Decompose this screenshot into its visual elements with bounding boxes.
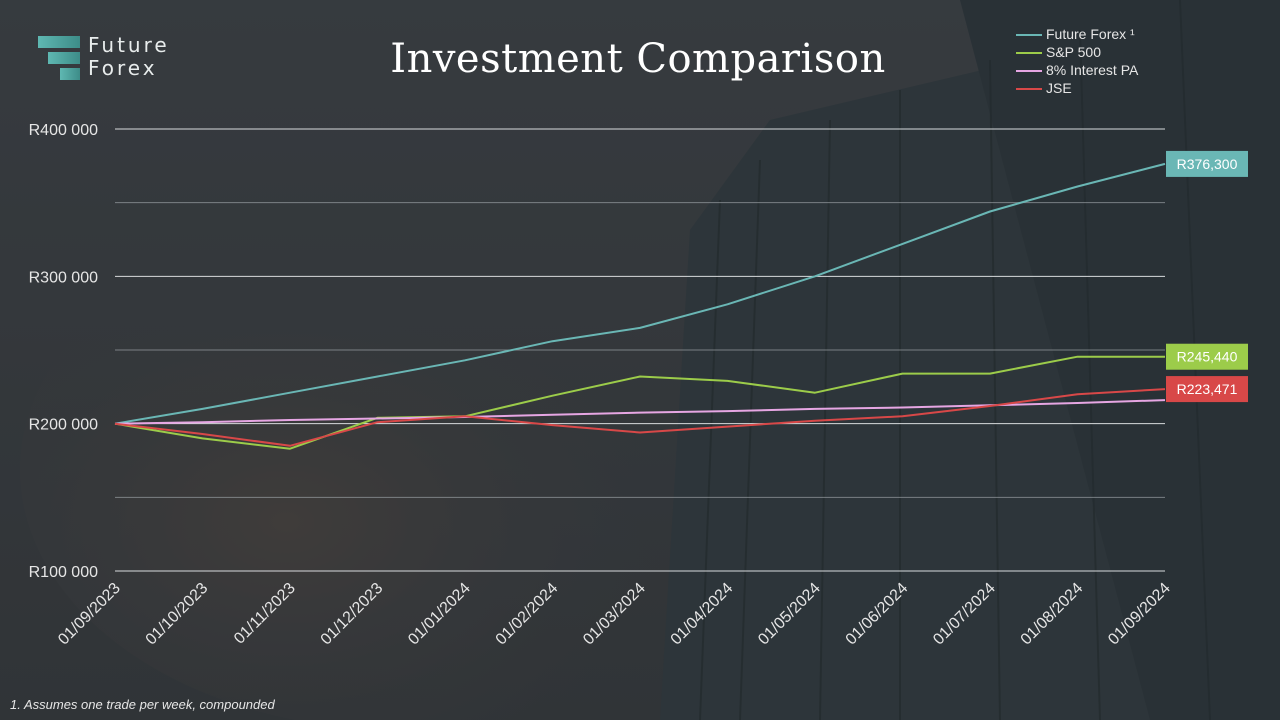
x-tick-label: 01/02/2024 [493,580,562,649]
x-tick-label: 01/01/2024 [405,580,474,649]
logo-text-line2: Forex [88,56,158,80]
y-tick-label: R300 000 [29,269,98,286]
legend-label: JSE [1046,80,1072,96]
end-value-label: R223,471 [1177,381,1238,397]
y-tick-label: R200 000 [29,417,98,434]
x-tick-label: 01/07/2024 [930,580,999,649]
x-tick-label: 01/03/2024 [580,580,649,649]
footnote: 1. Assumes one trade per week, compounde… [10,697,275,712]
legend-swatch [1016,34,1042,36]
legend-label: 8% Interest PA [1046,62,1139,78]
logo-text-line1: Future [88,33,170,57]
x-tick-label: 01/09/2023 [55,580,124,649]
end-label-box-1 [1166,343,1248,370]
x-tick-label: 01/08/2024 [1018,580,1087,649]
x-tick-label: 01/06/2024 [843,580,912,649]
legend-swatch [1016,70,1042,72]
x-tick-label: 01/11/2023 [231,580,299,648]
legend-label: S&P 500 [1046,44,1102,60]
x-tick-label: 01/05/2024 [755,580,824,649]
legend-swatch [1016,88,1042,90]
chart-title: Investment Comparison [390,36,886,82]
legend-swatch [1016,52,1042,54]
series-line-3 [114,388,1166,447]
end-label-box-3 [1166,376,1248,403]
y-tick-label: R100 000 [29,564,98,581]
x-tick-label: 01/10/2023 [143,580,212,649]
series-line-1 [114,355,1165,450]
x-tick-label: 01/09/2024 [1105,580,1174,649]
end-value-label: R245,440 [1177,349,1238,365]
x-tick-label: 01/04/2024 [668,580,737,649]
future-forex-logo: Future Forex [38,34,188,84]
series-line-0 [114,162,1166,425]
end-label-box-0 [1166,150,1248,177]
end-value-label: R376,300 [1177,156,1238,172]
legend-label: Future Forex ¹ [1046,26,1135,42]
x-tick-label: 01/12/2023 [318,580,387,649]
y-tick-label: R400 000 [29,122,98,139]
